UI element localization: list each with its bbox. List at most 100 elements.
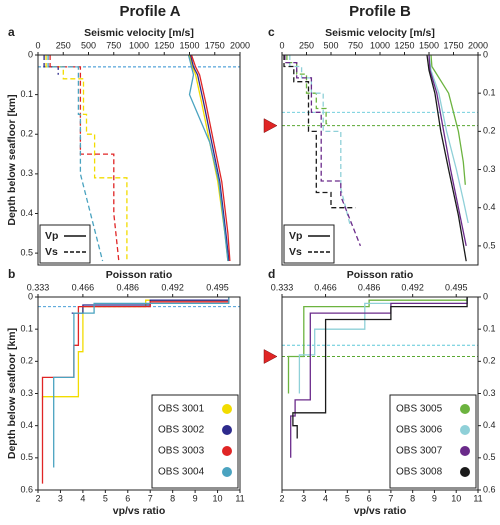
y-tick-label: 0.2 [483,126,496,136]
x-tick-label: 0.466 [72,282,95,292]
x-tick-label: 3 [301,493,306,503]
y-tick-label: 0.5 [483,452,496,462]
x-tick-label: 6 [125,493,130,503]
column-title: Profile A [119,3,180,20]
x-tick-label: 2 [279,493,284,503]
x-tick-label: 8 [410,493,415,503]
x-tick-label: 4 [80,493,85,503]
x-tick-label: 0 [35,40,40,50]
x-tick-label: 10 [213,493,223,503]
x-tick-label: 0.486 [358,282,381,292]
legend-label: Vp [45,230,58,242]
x-tick-label: 250 [299,40,314,50]
plot-frame [281,54,479,266]
y-tick-label: 0.1 [20,89,33,99]
x-tick-label: 1750 [205,40,225,50]
x-tick-label: 0.495 [445,282,468,292]
y-tick-label: 0.4 [20,420,33,430]
profile-line [41,297,230,400]
x-tick-label: 10 [451,493,461,503]
legend-swatch [460,404,470,414]
profile-line [188,54,229,262]
profile-line [47,55,104,262]
y-tick-label: 0.1 [483,324,496,334]
x-tick-label: 9 [432,493,437,503]
panel-label: c [268,25,275,39]
legend-label: OBS 3006 [396,425,443,436]
y-tick-label: 0.6 [20,484,33,494]
panel-label: a [8,25,15,39]
axis-title: vp/vs ratio [113,505,166,517]
x-tick-label: 1250 [154,40,174,50]
x-tick-label: 8 [170,493,175,503]
y-tick-label: 0.2 [20,129,33,139]
x-tick-label: 750 [106,40,121,50]
profile-line [287,297,468,394]
y-tick-label: 0.3 [483,164,496,174]
y-tick-label: 0.5 [20,452,33,462]
legend-swatch [460,467,470,477]
x-tick-label: 5 [103,493,108,503]
x-tick-label: 2 [35,493,40,503]
x-tick-label: 0.495 [206,282,229,292]
y-tick-label: 0.3 [20,168,33,178]
y-tick-label: 0.3 [483,388,496,398]
profile-line [283,55,356,209]
x-tick-label: 500 [81,40,96,50]
axis-title: Poisson ratio [106,269,173,281]
legend-label: Vs [289,246,302,258]
profile-line [289,55,352,227]
x-tick-label: 0.492 [161,282,184,292]
panel-label: b [8,267,15,281]
y-tick-label: 0.4 [483,202,496,212]
axis-title: Poisson ratio [347,269,414,281]
profile-line [430,54,466,185]
legend-swatch [222,425,232,435]
axis-title: Seismic velocity [m/s] [325,27,435,39]
x-tick-label: 11 [473,493,482,503]
y-tick-label: 0.5 [483,240,496,250]
axis-title: vp/vs ratio [354,505,407,517]
x-tick-label: 1000 [370,40,390,50]
legend-swatch [460,425,470,435]
x-tick-label: 750 [348,40,363,50]
profile-line [53,297,230,468]
x-tick-label: 1500 [419,40,439,50]
legend-label: Vp [289,230,302,242]
x-tick-label: 7 [148,493,153,503]
axis-title: Depth below seafloor [km] [6,328,18,459]
legend-label: OBS 3002 [158,425,205,436]
x-tick-label: 4 [323,493,328,503]
y-tick-label: 0.2 [483,356,496,366]
x-tick-label: 0.466 [314,282,337,292]
legend-box [283,224,335,264]
profile-line [428,54,467,247]
x-tick-label: 5 [345,493,350,503]
y-tick-label: 0.4 [20,208,33,218]
x-tick-label: 6 [367,493,372,503]
x-tick-label: 11 [235,493,244,503]
y-tick-label: 0 [483,291,488,301]
y-tick-label: 0 [28,291,33,301]
x-tick-label: 0 [279,40,284,50]
axis-title: Depth below seafloor [km] [6,94,18,225]
x-tick-label: 1750 [443,40,463,50]
legend-box [39,224,91,264]
legend-label: OBS 3004 [158,467,205,478]
legend-label: OBS 3003 [158,446,205,457]
x-tick-label: 2000 [230,40,250,50]
profile-line [292,297,468,439]
x-tick-label: 3 [58,493,63,503]
legend-swatch [222,404,232,414]
y-tick-label: 0 [483,49,488,59]
legend-label: Vs [45,246,58,258]
y-tick-label: 0.6 [483,484,496,494]
legend-swatch [222,467,232,477]
x-tick-label: 0.492 [401,282,424,292]
x-tick-label: 2000 [468,40,488,50]
legend-label: OBS 3007 [396,446,443,457]
x-tick-label: 0.486 [117,282,140,292]
x-tick-label: 250 [56,40,71,50]
profile-line [428,54,469,224]
profile-line [190,54,231,262]
